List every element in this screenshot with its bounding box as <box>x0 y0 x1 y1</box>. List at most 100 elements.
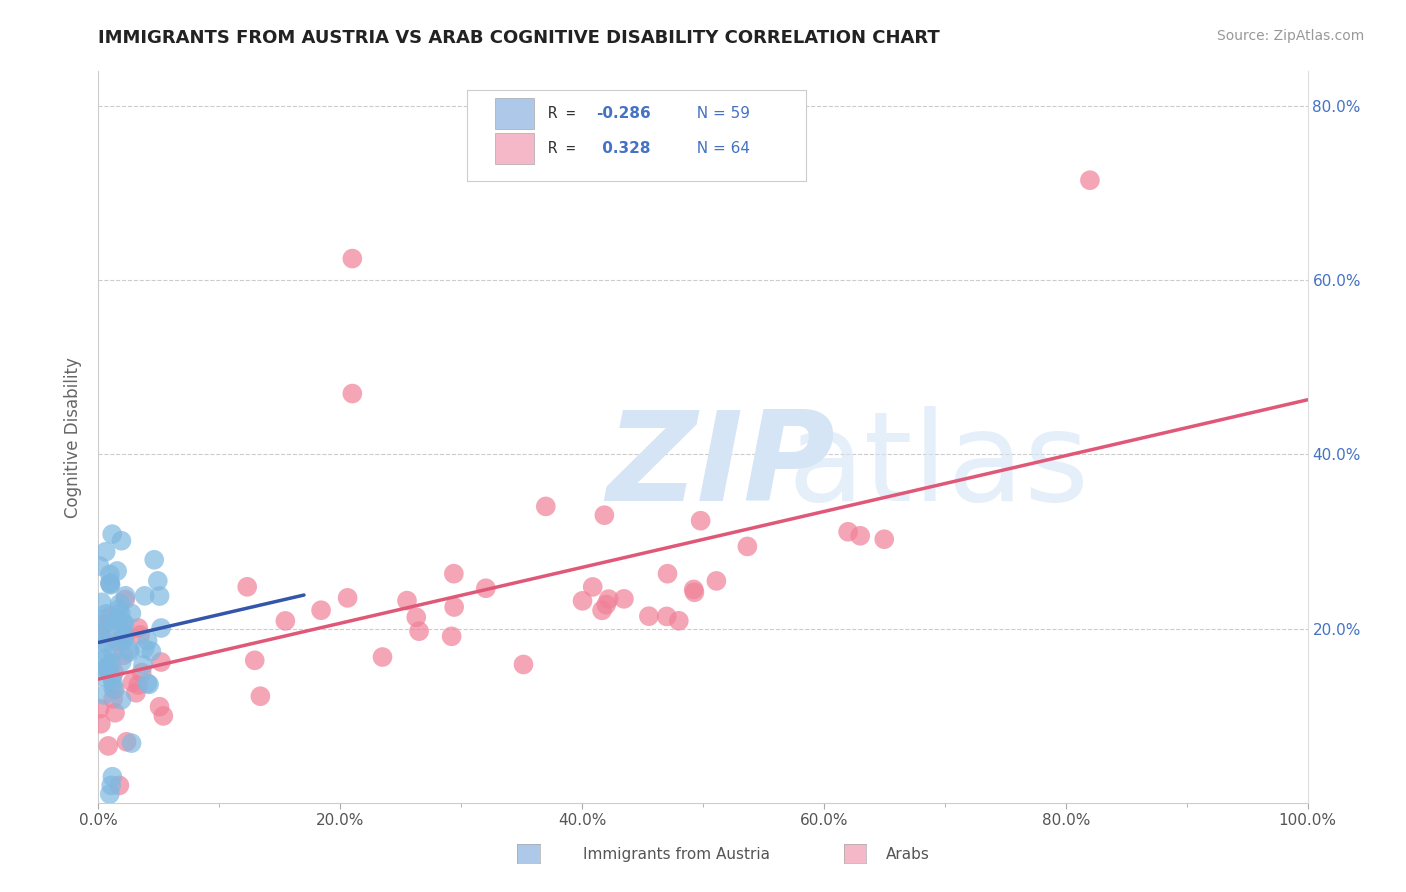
Point <box>149 589 172 603</box>
Point <box>1078 173 1101 187</box>
Text: N = 59: N = 59 <box>688 106 751 121</box>
Point <box>112 648 135 663</box>
Point <box>118 643 141 657</box>
Point <box>134 641 156 656</box>
Point <box>108 619 131 633</box>
Point <box>91 669 114 683</box>
Point <box>443 566 465 581</box>
Point <box>89 559 111 574</box>
Point <box>108 597 131 611</box>
Point <box>100 778 122 792</box>
Point <box>110 633 132 648</box>
Point <box>94 545 117 559</box>
Point <box>114 592 136 607</box>
Point <box>125 686 148 700</box>
Point <box>534 500 557 514</box>
Point <box>91 624 114 638</box>
Point <box>655 609 678 624</box>
Point <box>101 645 124 659</box>
Point <box>115 735 138 749</box>
Point <box>682 582 704 597</box>
Point <box>668 614 690 628</box>
Point <box>309 603 332 617</box>
Point <box>706 574 728 588</box>
Point <box>121 675 143 690</box>
Point <box>342 386 364 401</box>
Point <box>101 681 124 696</box>
Point <box>613 591 636 606</box>
Point <box>571 594 593 608</box>
Point <box>131 665 153 680</box>
Point <box>274 614 297 628</box>
Point <box>89 702 111 716</box>
Point <box>837 524 859 539</box>
Point <box>371 650 394 665</box>
Point <box>98 609 121 624</box>
Point <box>141 644 163 658</box>
Point <box>395 593 418 607</box>
Point <box>96 607 118 621</box>
Point <box>114 589 136 603</box>
Point <box>105 613 128 627</box>
Point <box>136 676 159 690</box>
Point <box>143 553 166 567</box>
Point <box>104 682 127 697</box>
Point <box>657 566 679 581</box>
Point <box>638 609 661 624</box>
Point <box>593 508 616 523</box>
Point <box>110 607 132 621</box>
Text: R =: R = <box>548 141 585 156</box>
Text: N = 64: N = 64 <box>688 141 751 156</box>
Point <box>138 677 160 691</box>
Point <box>136 633 159 648</box>
Point <box>127 621 149 635</box>
Point <box>118 645 141 659</box>
Point <box>94 645 117 659</box>
Point <box>103 665 125 680</box>
Point <box>101 691 124 706</box>
Point <box>100 578 122 592</box>
Point <box>114 628 136 642</box>
Point <box>93 617 115 632</box>
Point <box>112 615 135 630</box>
Point <box>243 653 266 667</box>
Point <box>93 612 115 626</box>
Point <box>100 657 122 671</box>
Point <box>342 252 364 266</box>
Point <box>152 709 174 723</box>
Point <box>98 567 121 582</box>
Point <box>98 575 121 590</box>
Point <box>89 625 111 640</box>
Point <box>148 699 170 714</box>
Point <box>90 628 112 642</box>
Y-axis label: Cognitive Disability: Cognitive Disability <box>65 357 83 517</box>
Point <box>121 736 143 750</box>
Point <box>408 624 430 639</box>
Text: IMMIGRANTS FROM AUSTRIA VS ARAB COGNITIVE DISABILITY CORRELATION CHART: IMMIGRANTS FROM AUSTRIA VS ARAB COGNITIV… <box>98 29 941 46</box>
FancyBboxPatch shape <box>467 90 806 181</box>
Bar <box>495 98 534 129</box>
Point <box>737 540 759 554</box>
Text: Arabs: Arabs <box>886 847 929 862</box>
Point <box>132 658 155 673</box>
Point <box>582 580 605 594</box>
Point <box>105 564 128 578</box>
Text: R =: R = <box>548 106 585 121</box>
Point <box>104 620 127 634</box>
Point <box>689 514 711 528</box>
Point <box>107 602 129 616</box>
Point <box>97 661 120 675</box>
Point <box>683 585 706 599</box>
Text: Immigrants from Austria: Immigrants from Austria <box>583 847 770 862</box>
Point <box>94 635 117 649</box>
Point <box>598 592 620 607</box>
Point <box>108 778 131 792</box>
Text: atlas: atlas <box>787 406 1090 527</box>
Point <box>236 580 259 594</box>
Point <box>134 589 156 603</box>
Point <box>90 595 112 609</box>
Point <box>112 632 135 647</box>
Point <box>93 688 115 702</box>
Point <box>127 678 149 692</box>
Text: -0.286: -0.286 <box>596 106 651 121</box>
